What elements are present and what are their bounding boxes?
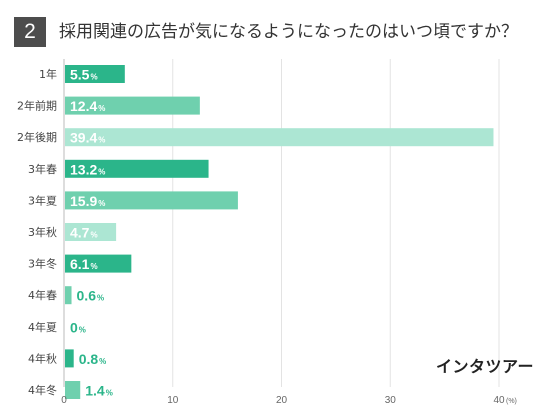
category-label: 1年 — [39, 67, 57, 81]
category-label: 2年前期 — [17, 99, 57, 113]
data-label: 0.8% — [79, 351, 107, 367]
category-label: 3年夏 — [28, 193, 57, 207]
x-tick-label: 40 — [493, 395, 505, 406]
category-label: 4年夏 — [28, 320, 57, 334]
x-unit-label: (%) — [506, 398, 517, 405]
bar — [65, 286, 72, 305]
category-label: 4年秋 — [28, 351, 57, 365]
bar — [65, 254, 132, 273]
bar — [65, 128, 494, 147]
data-label: 0.6% — [77, 288, 105, 304]
category-label: 3年冬 — [28, 257, 57, 271]
category-label: 3年春 — [28, 162, 57, 176]
bar — [65, 65, 125, 83]
brand-logo: インタツアー — [436, 357, 535, 376]
category-label: 2年後期 — [17, 130, 57, 144]
x-tick-label: 10 — [167, 395, 179, 406]
x-tick-label: 20 — [276, 395, 288, 406]
data-label: 13.2% — [70, 161, 105, 177]
bar — [65, 159, 209, 178]
category-label: 3年秋 — [28, 225, 57, 239]
chart-title: 採用関連の広告が気になるようになったのはいつ頃ですか？ — [59, 22, 518, 42]
category-label: 4年冬 — [28, 383, 57, 397]
data-label: 12.4% — [70, 98, 105, 114]
bar — [65, 96, 200, 115]
data-label: 39.4% — [70, 130, 105, 146]
question-number-badge: 2 — [14, 17, 46, 47]
data-label: 0% — [70, 319, 86, 335]
bar — [65, 191, 238, 210]
data-label: 1.4% — [85, 383, 113, 399]
x-tick-label: 0 — [61, 395, 67, 406]
bar — [65, 223, 117, 241]
bar — [65, 381, 81, 399]
category-label: 4年春 — [28, 288, 57, 302]
x-tick-label: 30 — [385, 395, 397, 406]
data-label: 15.9% — [70, 193, 105, 209]
bar — [65, 349, 74, 368]
